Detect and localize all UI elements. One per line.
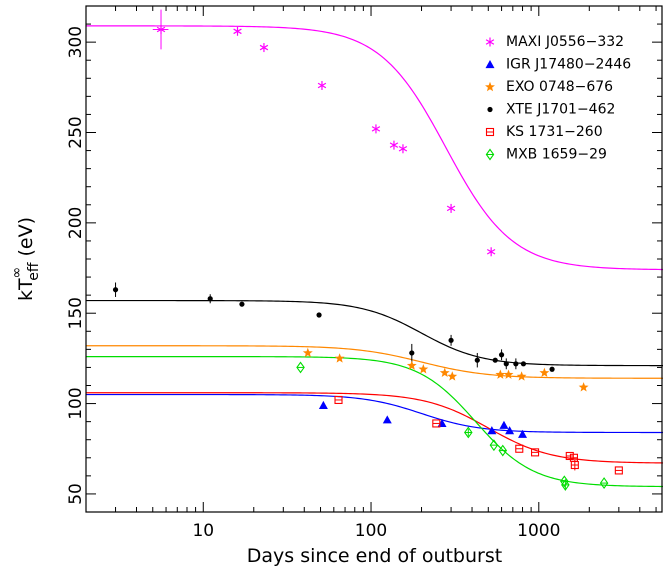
legend-item: IGR J17480−2446 — [485, 57, 631, 73]
data-point — [447, 371, 458, 381]
data-point — [516, 371, 527, 381]
x-tick-label: 10 — [192, 521, 214, 541]
data-point — [371, 124, 381, 134]
legend-marker — [485, 148, 495, 161]
fit-curve-series-4 — [86, 392, 663, 464]
legend-item: KS 1731−260 — [485, 124, 603, 140]
data-point — [486, 247, 496, 257]
legend-label: XTE J1701−462 — [506, 102, 615, 118]
data-point — [432, 419, 441, 428]
data-point — [302, 347, 313, 358]
data-point — [382, 415, 392, 424]
data-point — [503, 361, 509, 367]
data-point — [487, 426, 497, 435]
y-tick-label: 100 — [66, 387, 86, 419]
y-tick-label: 200 — [66, 207, 86, 239]
y-tick-label: 250 — [66, 116, 86, 148]
data-point — [599, 477, 609, 490]
data-point — [418, 364, 429, 374]
legend-marker — [485, 81, 495, 92]
data-point — [296, 361, 305, 374]
x-tick-label: 1000 — [517, 521, 560, 541]
data-point — [316, 312, 322, 318]
data-point — [474, 357, 480, 363]
legend-label: MAXI J0556−332 — [506, 34, 624, 50]
data-point — [539, 367, 550, 378]
data-point — [334, 353, 345, 363]
legend-item: MXB 1659−29 — [485, 147, 607, 163]
data-point — [498, 352, 505, 358]
data-point — [389, 140, 399, 150]
fit-curve-series-0 — [86, 25, 663, 271]
data-point — [207, 296, 213, 302]
data-point — [239, 301, 245, 307]
y-tick-label: 50 — [66, 483, 86, 505]
data-point — [520, 361, 527, 367]
legend-marker — [485, 60, 495, 69]
legend-marker — [487, 106, 493, 113]
data-point — [233, 26, 242, 36]
fit-curve-series-3 — [86, 299, 663, 367]
fit-curve-series-2 — [86, 345, 663, 379]
legend-label: EXO 0748−676 — [506, 79, 613, 95]
data-point — [439, 367, 450, 378]
data-markers — [112, 24, 623, 491]
fit-curve-series-1 — [86, 393, 663, 434]
legend-item: XTE J1701−462 — [487, 102, 615, 118]
data-point — [515, 444, 524, 453]
data-point — [489, 439, 499, 452]
data-point — [318, 400, 328, 409]
x-axis-ticks — [85, 6, 657, 512]
data-point — [446, 203, 456, 213]
data-point — [531, 448, 540, 457]
legend: MAXI J0556−332 IGR J17480−2446 EXO 0748−67… — [485, 34, 631, 163]
data-point — [614, 466, 623, 475]
fit-curve-series-5 — [86, 355, 663, 488]
data-point — [112, 287, 119, 293]
data-point — [499, 420, 509, 429]
data-point — [513, 361, 519, 367]
data-point — [498, 444, 508, 457]
x-axis-title: Days since end of outburst — [247, 545, 502, 567]
data-point — [570, 460, 579, 470]
data-point — [409, 350, 415, 356]
legend-label: KS 1731−260 — [506, 124, 603, 140]
data-point — [495, 369, 506, 379]
data-point — [549, 366, 555, 372]
y-tick-label: 150 — [66, 297, 86, 329]
data-point — [334, 395, 343, 405]
data-point — [518, 429, 528, 438]
legend-marker — [485, 37, 495, 47]
data-point — [561, 478, 570, 491]
y-tick-label: 300 — [66, 26, 86, 58]
legend-item: EXO 0748−676 — [485, 79, 613, 95]
data-point — [505, 426, 515, 435]
data-point — [569, 453, 578, 462]
data-point — [406, 360, 417, 370]
data-point — [578, 382, 589, 392]
x-axis-tick-labels: 10 100 1000 — [192, 521, 560, 541]
y-axis-title: kT∞eff (eV) — [9, 217, 42, 301]
data-point — [317, 81, 327, 91]
data-point — [398, 144, 408, 154]
data-point — [565, 451, 574, 461]
data-point — [503, 369, 514, 379]
fit-curves — [86, 25, 663, 488]
data-point — [156, 24, 166, 34]
legend-item: MAXI J0556−332 — [485, 34, 624, 50]
y-axis-ticks — [86, 5, 662, 513]
data-point — [259, 43, 269, 53]
legend-label: MXB 1659−29 — [506, 147, 607, 163]
x-tick-label: 100 — [355, 521, 387, 541]
legend-marker — [485, 127, 495, 137]
data-point — [492, 357, 498, 363]
y-axis-tick-labels: 50 100 150 200 250 300 — [66, 26, 86, 505]
data-point — [448, 337, 454, 343]
legend-label: IGR J17480−2446 — [506, 57, 631, 73]
data-point — [464, 426, 473, 439]
